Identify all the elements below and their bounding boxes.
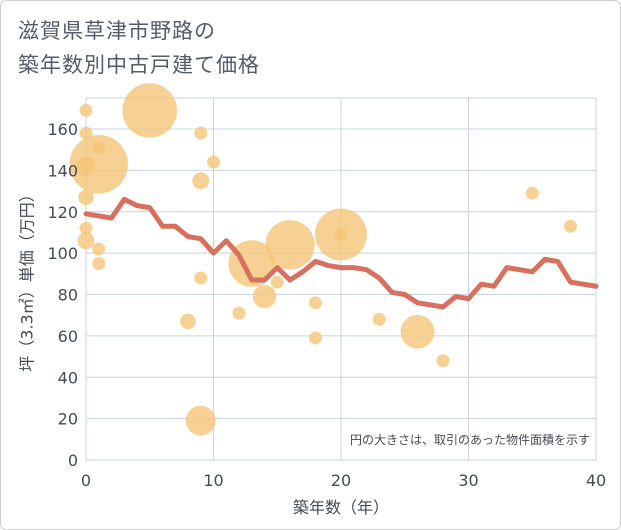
data-bubble (207, 155, 220, 169)
y-tick-label: 160 (47, 120, 78, 139)
data-bubble (265, 220, 315, 270)
average-price-line (83, 196, 599, 310)
y-tick-label: 40 (58, 368, 78, 387)
y-tick-labels: 0 20 40 60 80 100 120 140 160 (47, 120, 78, 470)
data-bubble (436, 354, 450, 368)
x-tick-label: 0 (81, 471, 91, 490)
average-line-layer (83, 196, 599, 310)
data-bubble (79, 221, 93, 235)
y-tick-label: 20 (58, 410, 78, 429)
data-bubble (79, 126, 93, 140)
data-bubble (309, 296, 322, 310)
y-tick-label: 0 (68, 451, 78, 470)
x-axis-title: 築年数（年） (293, 498, 389, 517)
data-bubble (79, 103, 93, 117)
data-bubble (228, 240, 276, 287)
data-bubble (400, 314, 435, 349)
data-bubble (309, 331, 322, 345)
size-annotation: 円の大きさは、取引のあった物件面積を示す (350, 432, 590, 447)
y-tick-label: 120 (47, 203, 78, 222)
y-tick-label: 140 (47, 161, 78, 180)
data-bubble (122, 83, 178, 138)
data-bubble (92, 256, 106, 270)
title-line-2: 築年数別中古戸建て価格 (18, 53, 260, 77)
y-tick-label: 60 (58, 327, 78, 346)
x-tick-label: 20 (331, 471, 351, 490)
title-line-1: 滋賀県草津市野路の (18, 19, 216, 43)
data-bubble (194, 126, 208, 140)
data-bubble (69, 134, 128, 194)
chart-title: 滋賀県草津市野路の 築年数別中古戸建て価格 (18, 14, 260, 82)
data-bubble (180, 313, 196, 330)
data-bubble (78, 189, 94, 206)
x-tick-label: 30 (458, 471, 478, 490)
y-tick-label: 100 (47, 244, 78, 263)
x-tick-labels: 0 10 20 30 40 (81, 471, 606, 490)
x-tick-label: 10 (203, 471, 223, 490)
data-bubble (185, 405, 216, 436)
y-axis-title: 坪（3.3㎡）単価（万円） (18, 186, 37, 371)
data-bubble (232, 306, 246, 320)
data-bubble (334, 228, 348, 242)
data-bubble (252, 284, 277, 309)
data-bubble (564, 219, 577, 233)
x-tick-label: 40 (586, 471, 606, 490)
data-bubble (194, 271, 208, 285)
data-bubble (270, 275, 284, 289)
data-bubble (192, 172, 210, 190)
data-bubble (77, 232, 95, 250)
bubble-layer (69, 83, 577, 436)
y-tick-label: 80 (58, 286, 78, 305)
data-bubble (372, 312, 386, 326)
data-bubble (92, 242, 106, 256)
data-bubble (525, 186, 539, 200)
